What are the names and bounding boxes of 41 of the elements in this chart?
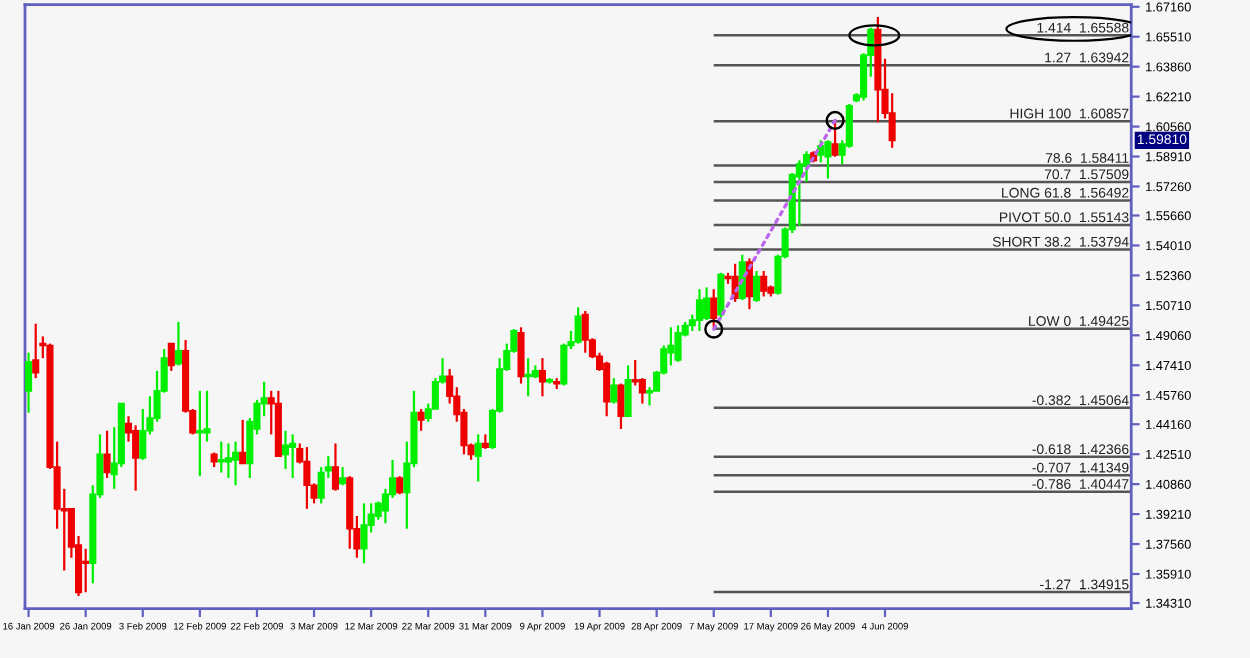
candlestick	[25, 351, 33, 414]
candlestick	[831, 119, 839, 158]
candlestick	[667, 326, 675, 367]
candlestick	[795, 159, 803, 227]
candlestick	[717, 271, 725, 320]
candlestick	[224, 442, 232, 480]
candlestick	[32, 322, 40, 380]
candlestick	[824, 139, 832, 180]
candlestick	[574, 306, 582, 345]
candlestick	[674, 324, 682, 363]
candlestick	[631, 358, 639, 387]
candlestick	[538, 357, 546, 398]
candlestick	[524, 357, 532, 398]
candlestick	[610, 377, 618, 405]
candlestick	[695, 288, 704, 333]
candlestick	[417, 407, 425, 432]
candlestick	[239, 418, 247, 465]
candlestick	[753, 269, 761, 304]
candlestick	[103, 429, 111, 480]
candlestick	[624, 364, 632, 418]
candlestick	[517, 326, 525, 385]
candlestick	[474, 433, 482, 483]
candlestick	[331, 442, 340, 492]
candlestick	[231, 440, 240, 487]
candlestick	[339, 465, 347, 487]
candlestick	[167, 342, 175, 372]
candlestick	[303, 446, 311, 510]
candlestick	[603, 360, 611, 418]
candlestick	[217, 440, 225, 474]
candlestick	[617, 382, 625, 431]
candlestick	[174, 320, 182, 367]
candlestick	[760, 269, 768, 298]
candlestick	[710, 288, 718, 329]
candlestick	[281, 429, 290, 470]
candlestick	[132, 424, 140, 492]
candlestick	[396, 475, 404, 496]
candlestick	[289, 433, 297, 480]
candlestick	[196, 389, 204, 478]
candlestick	[82, 547, 90, 594]
candlestick	[581, 309, 589, 354]
candlestick	[360, 502, 368, 565]
